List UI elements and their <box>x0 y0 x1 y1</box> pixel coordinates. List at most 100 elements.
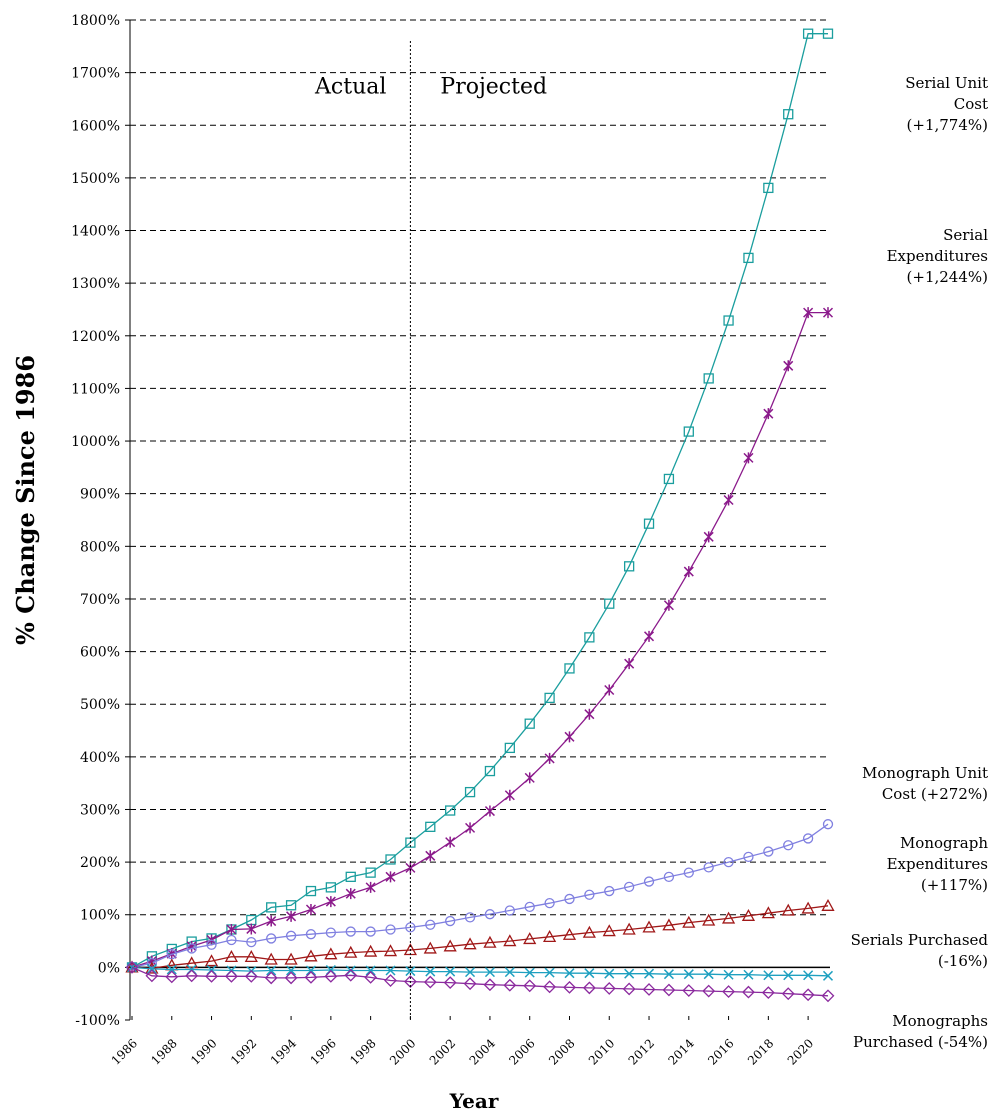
series-0-point-2018 <box>763 182 774 194</box>
series-5-point-1994 <box>284 971 298 985</box>
x-tick-label-2018: 2018 <box>745 1036 776 1067</box>
series-5-point-1995 <box>304 970 318 984</box>
y-tick-label-1700: 1700% <box>71 66 120 82</box>
series-2-point-2012 <box>643 876 655 887</box>
series-0-point-2020 <box>802 28 814 39</box>
x-tick-label-2014: 2014 <box>665 1036 697 1068</box>
series-4-line <box>131 966 829 977</box>
y-tick-label-1100: 1100% <box>71 381 120 397</box>
series-3-point-1993 <box>264 952 278 965</box>
series-0-point-2012 <box>643 518 655 529</box>
series-0-point-2014 <box>683 426 694 437</box>
series-5-point-2001 <box>423 975 437 989</box>
y-tick-label-1400: 1400% <box>71 224 120 240</box>
series-1-point-1996 <box>325 896 336 908</box>
annotation-series-0-line-0: Serial Unit <box>905 74 988 92</box>
series-2-point-1991 <box>226 934 237 946</box>
series-0-point-2001 <box>425 821 436 832</box>
series-0-point-2015 <box>703 373 714 384</box>
series-1-point-2015 <box>703 531 714 543</box>
series-3 <box>125 898 835 974</box>
series-4-point-2000 <box>405 966 416 977</box>
x-tick-label-1986: 1986 <box>109 1036 140 1067</box>
series-1-point-2001 <box>425 850 436 862</box>
series-0-point-2011 <box>623 561 635 572</box>
series-1-point-1999 <box>385 871 396 883</box>
series-2-point-1999 <box>385 924 396 935</box>
grid-lines <box>130 19 830 916</box>
annotation-series-5-line-0: Monographs <box>892 1012 988 1030</box>
series-1 <box>126 307 834 973</box>
x-axis-label: Year <box>449 1089 499 1113</box>
series-5-point-2018 <box>761 986 775 1000</box>
series-5-point-1992 <box>244 969 258 983</box>
series-0-point-2006 <box>524 718 535 729</box>
series-4-point-2014 <box>683 969 694 980</box>
series-3-point-2019 <box>781 903 795 916</box>
series-2-point-1998 <box>365 926 376 937</box>
series-2-point-2005 <box>504 905 515 916</box>
series-4-point-1987 <box>146 963 157 974</box>
series-3-point-2014 <box>682 915 696 928</box>
x-tick-label-2000: 2000 <box>387 1036 418 1067</box>
series-2-point-1996 <box>325 927 337 938</box>
series-5-point-2010 <box>602 982 616 995</box>
x-tick-label-1988: 1988 <box>148 1036 179 1067</box>
series-4-point-2001 <box>425 966 436 977</box>
series-5-point-1990 <box>205 969 218 983</box>
series-5-point-2002 <box>443 976 457 990</box>
annotation-series-2-line-1: Cost (+272%) <box>882 785 988 803</box>
series-2-point-1994 <box>285 930 297 941</box>
x-tick-label-2020: 2020 <box>785 1036 816 1067</box>
series-3-point-1986 <box>125 960 139 973</box>
series-0-point-2013 <box>663 473 675 485</box>
y-tick-label-600: 600% <box>80 645 120 661</box>
annotation-series-5-line-1: Purchased (-54%) <box>853 1033 988 1051</box>
series-3-point-2012 <box>642 920 656 933</box>
series-0-point-2021 <box>822 28 834 39</box>
series-3-point-2004 <box>483 935 497 948</box>
series-5-point-2016 <box>722 985 735 998</box>
series-2-point-2017 <box>743 851 754 862</box>
series-0-point-2016 <box>723 315 734 326</box>
series-5-point-2014 <box>682 984 696 997</box>
series-4-point-1994 <box>286 965 297 976</box>
series-3-point-1987 <box>145 961 159 974</box>
series-5-point-2015 <box>702 984 716 998</box>
y-tick-label-900: 900% <box>80 487 120 503</box>
series-1-point-2000 <box>405 862 416 874</box>
series-4-point-2003 <box>465 967 476 978</box>
series-1-point-1991 <box>226 923 237 935</box>
series-0-point-1993 <box>266 902 277 913</box>
annotation-series-4-line-1: (-16%) <box>938 952 988 970</box>
series-3-point-2015 <box>702 913 716 926</box>
y-tick-label-1800: 1800% <box>71 13 120 29</box>
series-4-point-1993 <box>266 965 277 976</box>
series-4-point-2015 <box>703 969 714 980</box>
series-3-point-1994 <box>284 952 298 965</box>
y-tick-label-400: 400% <box>80 750 120 766</box>
series-5-point-2005 <box>503 978 517 992</box>
series-2-point-2006 <box>524 901 535 912</box>
series-4-point-2012 <box>643 968 655 979</box>
series-2-point-2010 <box>604 885 615 897</box>
region-label-projected: Projected <box>440 75 547 100</box>
annotation-series-3-line-2: (+117%) <box>921 876 988 894</box>
series-3-point-1989 <box>185 956 199 969</box>
series-4-point-2011 <box>624 968 635 979</box>
series-2-point-2003 <box>464 912 476 923</box>
series-5-point-1996 <box>324 969 338 983</box>
series-3-point-1999 <box>383 944 398 957</box>
series-4-point-2016 <box>723 969 734 980</box>
series-annotations: Serial Unit Cost (+1,774%) Serial Expenditur… <box>851 74 989 1051</box>
x-tick-label-1990: 1990 <box>188 1036 219 1067</box>
series-1-point-1994 <box>286 910 297 922</box>
y-tick-label-1600: 1600% <box>71 118 120 134</box>
y-tick-label-1300: 1300% <box>71 276 120 292</box>
series-1-point-2003 <box>465 822 476 834</box>
series-4-point-2021 <box>822 970 834 981</box>
series-5-point-1998 <box>364 970 378 984</box>
series-5-point-1986 <box>125 960 139 974</box>
series-4-point-1999 <box>385 965 396 976</box>
series-4-point-1998 <box>365 965 376 976</box>
